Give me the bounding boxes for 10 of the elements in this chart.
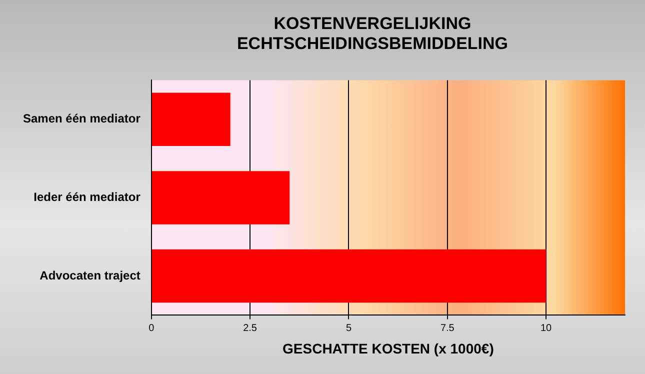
x-axis-title: GESCHATTE KOSTEN (x 1000€): [282, 340, 494, 356]
x-tick-label: 10: [540, 322, 552, 334]
y-tick-label: Samen één mediator: [23, 112, 141, 126]
x-tick-label: 0: [148, 322, 155, 334]
x-tick-label: 5: [346, 322, 352, 334]
x-tick-label: 7.5: [440, 322, 455, 334]
x-tick-label: 2.5: [243, 322, 258, 334]
y-tick-label: Ieder één mediator: [34, 190, 141, 204]
y-tick-label: Advocaten traject: [40, 268, 140, 282]
chart-title: KOSTENVERGELIJKING ECHTSCHEIDINGSBEMIDDELING: [236, 14, 510, 54]
